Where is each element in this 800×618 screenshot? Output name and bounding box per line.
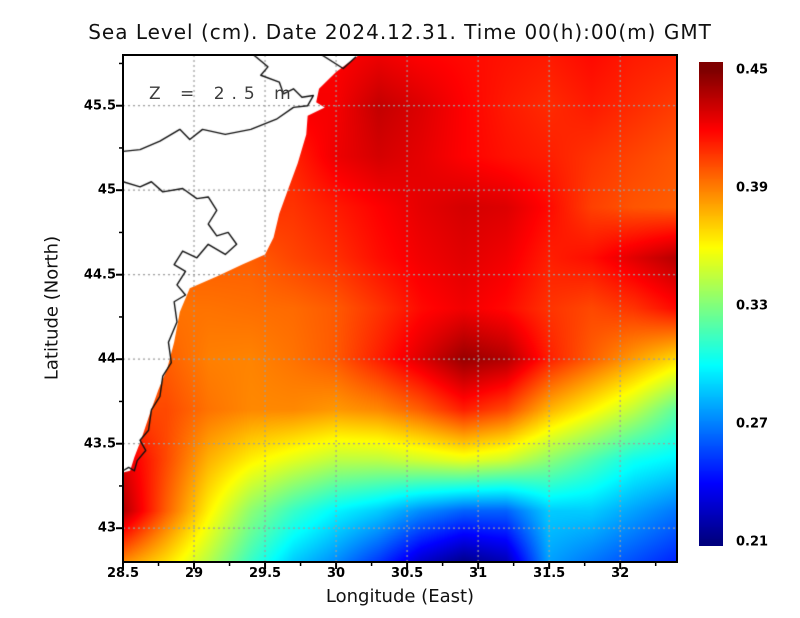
- y-tick-label: 43: [97, 520, 116, 536]
- colorbar-tick-label: 0.45: [736, 62, 769, 78]
- x-tick-label: 28.5: [106, 566, 140, 581]
- x-tick-label: 32: [611, 566, 630, 581]
- depth-annotation: Z = 2.5 m: [149, 84, 298, 104]
- x-tick-label: 31: [469, 566, 488, 581]
- x-tick-label: 29: [184, 566, 204, 581]
- y-tick-label: 45: [97, 182, 116, 198]
- x-tick-label: 31.5: [533, 566, 566, 581]
- y-tick-label: 45.5: [83, 98, 116, 114]
- colorbar: [699, 62, 723, 546]
- y-tick-label: 44: [97, 351, 116, 367]
- x-axis-label: Longitude (East): [325, 586, 475, 607]
- plot-area: Z = 2.5 m: [123, 55, 677, 562]
- colorbar-tick-label: 0.21: [736, 534, 769, 550]
- x-tick-label: 30: [327, 566, 346, 581]
- colorbar-tick-label: 0.27: [736, 416, 769, 432]
- y-tick-label: 44.5: [83, 267, 116, 283]
- colorbar-tick-label: 0.39: [736, 180, 769, 196]
- y-tick-label: 43.5: [83, 436, 116, 452]
- plot-title: Sea Level (cm). Date 2024.12.31. Time 00…: [88, 20, 712, 44]
- heatmap-canvas: [123, 55, 677, 562]
- x-tick-label: 29.5: [249, 566, 282, 581]
- x-tick-label: 30.5: [391, 566, 424, 581]
- colorbar-tick-label: 0.33: [736, 298, 769, 314]
